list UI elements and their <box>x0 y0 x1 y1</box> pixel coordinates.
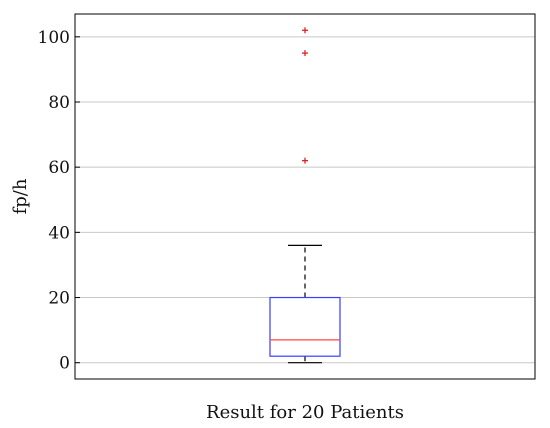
y-tick-label: 0 <box>59 354 70 374</box>
y-tick-label: 40 <box>48 223 70 243</box>
x-axis-label: Result for 20 Patients <box>206 402 404 423</box>
y-axis-label: fp/h <box>10 178 31 214</box>
box-plot <box>269 244 341 364</box>
outlier-marker <box>302 157 308 164</box>
outlier-marker <box>302 50 308 57</box>
y-tick-label: 80 <box>48 93 70 113</box>
interquartile-box <box>269 296 341 357</box>
grid-lines <box>75 36 535 364</box>
y-tick-label: 20 <box>48 289 70 309</box>
plot-frame <box>74 13 536 380</box>
y-tick-label: 100 <box>38 28 70 48</box>
outliers <box>302 27 308 164</box>
outlier-marker <box>302 27 308 34</box>
y-tick-label: 60 <box>48 158 70 178</box>
y-axis-ticks: 0 20 40 60 80 100 <box>38 28 80 374</box>
